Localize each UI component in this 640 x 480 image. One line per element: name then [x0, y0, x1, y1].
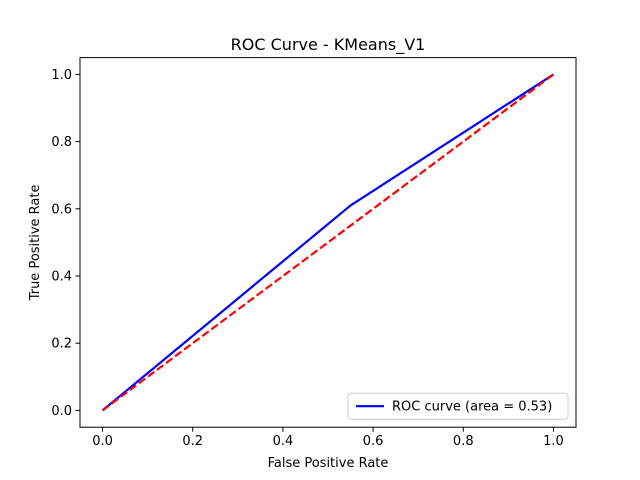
- y-axis-ticks: 0.0 0.2 0.4 0.6 0.8 1.0: [51, 68, 80, 419]
- y-tick-label: 0.6: [51, 202, 72, 217]
- legend: ROC curve (area = 0.53): [347, 392, 569, 420]
- y-tick-label: 0.8: [51, 135, 72, 150]
- y-tick-label: 0.2: [51, 337, 72, 352]
- x-axis-label: False Positive Rate: [268, 456, 389, 471]
- x-tick-label: 0.4: [273, 434, 294, 449]
- x-tick-label: 0.6: [363, 434, 384, 449]
- roc-curve-line: [101, 73, 555, 412]
- x-tick-label: 0.0: [92, 434, 113, 449]
- x-tick-label: 1.0: [543, 434, 564, 449]
- y-tick-label: 0.0: [51, 404, 72, 419]
- x-tick-label: 0.8: [453, 434, 474, 449]
- x-axis-ticks: 0.0 0.2 0.4 0.6 0.8 1.0: [92, 427, 564, 449]
- legend-entry-label: ROC curve (area = 0.53): [392, 400, 552, 415]
- legend-box: [347, 392, 569, 420]
- chance-diagonal-line: [101, 73, 555, 412]
- x-tick-label: 0.2: [182, 434, 203, 449]
- plot-frame: [79, 57, 577, 428]
- y-tick-label: 0.4: [51, 270, 72, 285]
- y-axis-label: True Positive Rate: [28, 184, 43, 301]
- series-layer: [101, 73, 555, 412]
- chart-title: ROC Curve - KMeans_V1: [231, 35, 426, 55]
- y-tick-label: 1.0: [51, 68, 72, 83]
